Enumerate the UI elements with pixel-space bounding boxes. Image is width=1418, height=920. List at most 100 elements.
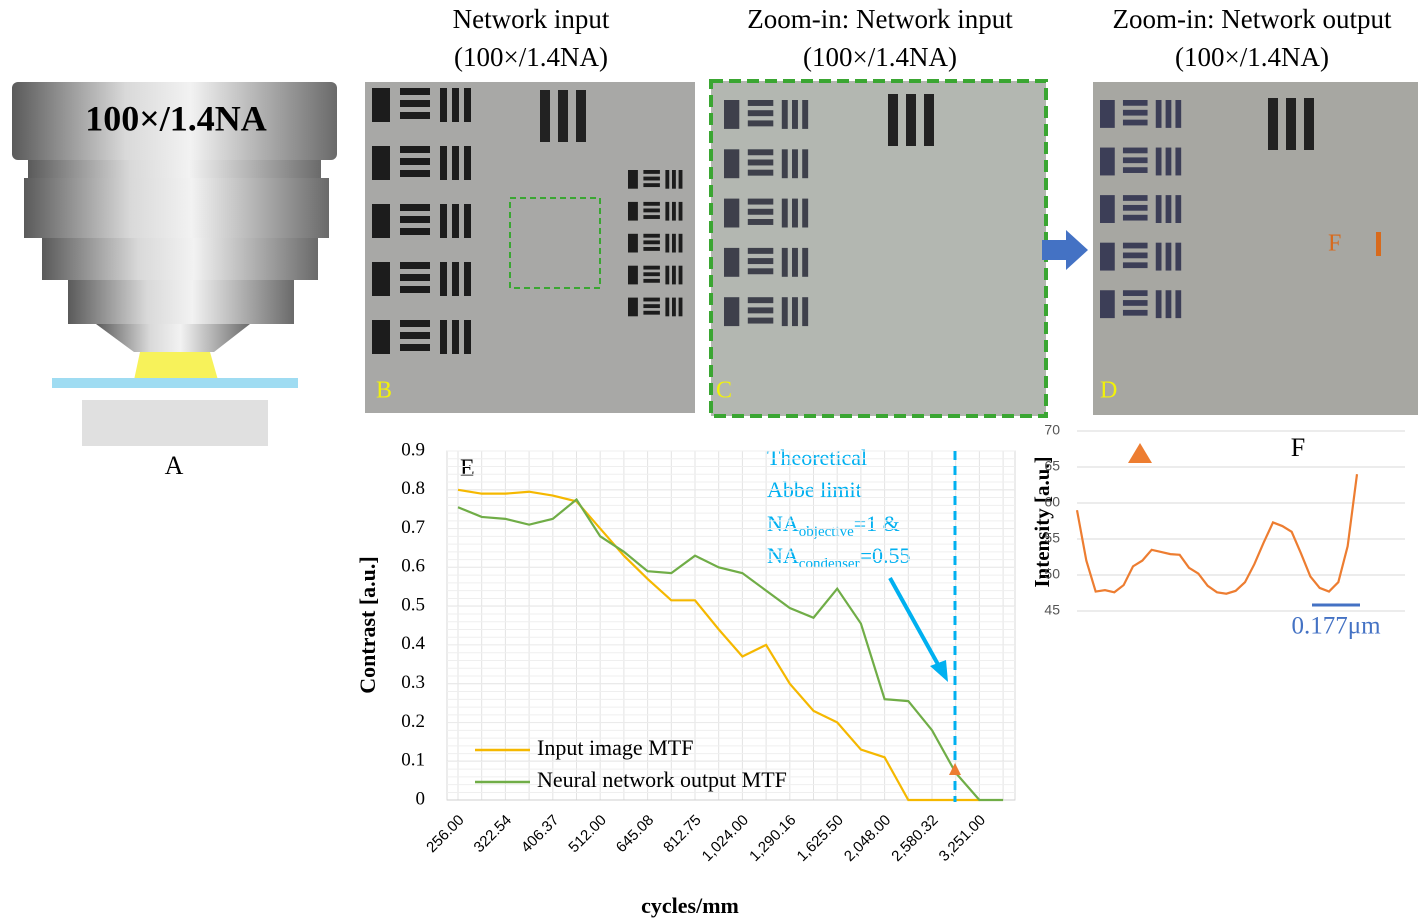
- target-bar: [452, 262, 459, 296]
- target-bar: [440, 262, 447, 296]
- target-bar: [643, 209, 660, 213]
- target-bar: [1123, 167, 1148, 173]
- target-bar: [643, 266, 660, 270]
- target-bar: [440, 146, 447, 180]
- target-bar: [1123, 110, 1148, 116]
- target-bar: [802, 149, 808, 178]
- y-tick-label: 0.5: [401, 594, 425, 615]
- target-bar: [1268, 98, 1278, 150]
- data-line: [1077, 474, 1357, 594]
- target-bar: [1123, 253, 1148, 259]
- legend-label: Neural network output MTF: [537, 767, 787, 792]
- target-bar: [748, 297, 774, 303]
- x-axis-label: cycles/mm: [641, 893, 739, 918]
- y-tick-label: 45: [1044, 602, 1060, 618]
- target-bar: [643, 234, 660, 238]
- target-bar: [464, 88, 471, 122]
- target-bar: [679, 266, 683, 285]
- target-bar: [464, 146, 471, 180]
- target-bar: [1156, 148, 1162, 176]
- target-bar: [1304, 98, 1314, 150]
- y-tick-label: 0.9: [401, 439, 425, 460]
- target-bar: [643, 311, 660, 315]
- image-title: (100×/1.4NA): [454, 42, 608, 72]
- panel-letter: A: [165, 451, 184, 480]
- y-tick-label: 0.4: [401, 633, 425, 654]
- target-bar: [1123, 100, 1148, 106]
- x-tick-label: 256.00: [423, 812, 467, 856]
- x-tick-label: 1,024.00: [699, 812, 752, 865]
- x-tick-label: 812.75: [660, 812, 704, 856]
- scale-bar-label: 0.177μm: [1291, 613, 1381, 640]
- target-bar: [782, 248, 788, 277]
- x-tick-label: 322.54: [471, 812, 515, 856]
- target-bar: [679, 202, 683, 221]
- target-bar: [643, 215, 660, 219]
- target-bar: [643, 202, 660, 206]
- annotation-arrowhead: [930, 660, 948, 682]
- image-title: (100×/1.4NA): [1175, 42, 1329, 72]
- target-bar: [1123, 262, 1148, 268]
- target-bar: [643, 240, 660, 244]
- target-bar: [400, 112, 430, 119]
- target-bar: [924, 94, 934, 146]
- target-bar: [748, 248, 774, 254]
- y-axis-label: Contrast [a.u.]: [355, 556, 380, 694]
- target-bar: [1166, 100, 1172, 128]
- target-bar: [1123, 243, 1148, 249]
- target-bar: [558, 90, 568, 142]
- arrow: [1042, 230, 1088, 270]
- target-bar: [372, 88, 390, 122]
- target-bar: [748, 258, 774, 264]
- target-bar: [792, 100, 798, 129]
- x-tick-label: 645.08: [613, 812, 657, 856]
- target-bar: [672, 266, 676, 285]
- target-bar: [452, 204, 459, 238]
- plot-area: [447, 451, 1015, 800]
- target-bar: [792, 149, 798, 178]
- target-bar: [372, 146, 390, 180]
- target-bar: [792, 297, 798, 326]
- target-bar: [672, 234, 676, 253]
- target-bar: [400, 204, 430, 211]
- target-bar: [1100, 195, 1115, 223]
- x-tick-label: 406.37: [518, 812, 562, 856]
- target-bar: [440, 88, 447, 122]
- target-bar: [1156, 195, 1162, 223]
- annotation: NAcondenser=0.55: [767, 543, 911, 572]
- y-tick-label: 0.1: [401, 750, 425, 771]
- target-bar: [665, 170, 669, 189]
- x-tick-label: 2,048.00: [841, 812, 894, 865]
- x-tick-label: 3,251.00: [936, 812, 989, 865]
- target-bar: [1166, 290, 1172, 318]
- marker-triangle: [1128, 443, 1152, 463]
- chart-title: F: [1291, 433, 1305, 462]
- target-bar: [628, 298, 638, 317]
- image-title: Zoom-in: Network output: [1113, 4, 1392, 34]
- target-bar: [1100, 100, 1115, 128]
- target-bar: [372, 204, 390, 238]
- y-tick-label: 55: [1044, 530, 1060, 546]
- target-bar: [1100, 148, 1115, 176]
- target-bar: [1175, 100, 1181, 128]
- target-bar: [802, 199, 808, 228]
- target-bar: [576, 90, 586, 142]
- target-bar: [782, 149, 788, 178]
- image-panels: [365, 81, 1418, 416]
- target-bar: [724, 248, 739, 277]
- target-bar: [643, 183, 660, 187]
- target-bar: [802, 100, 808, 129]
- image-title: Zoom-in: Network input: [747, 4, 1013, 34]
- target-bar: [400, 88, 430, 95]
- target-bar: [1175, 290, 1181, 318]
- target-bar: [372, 262, 390, 296]
- target-bar: [672, 202, 676, 221]
- target-bar: [665, 202, 669, 221]
- target-bar: [643, 272, 660, 276]
- target-bar: [748, 170, 774, 176]
- target-bar: [665, 298, 669, 317]
- target-bar: [1123, 120, 1148, 126]
- target-bar: [1123, 300, 1148, 306]
- target-bar: [1175, 195, 1181, 223]
